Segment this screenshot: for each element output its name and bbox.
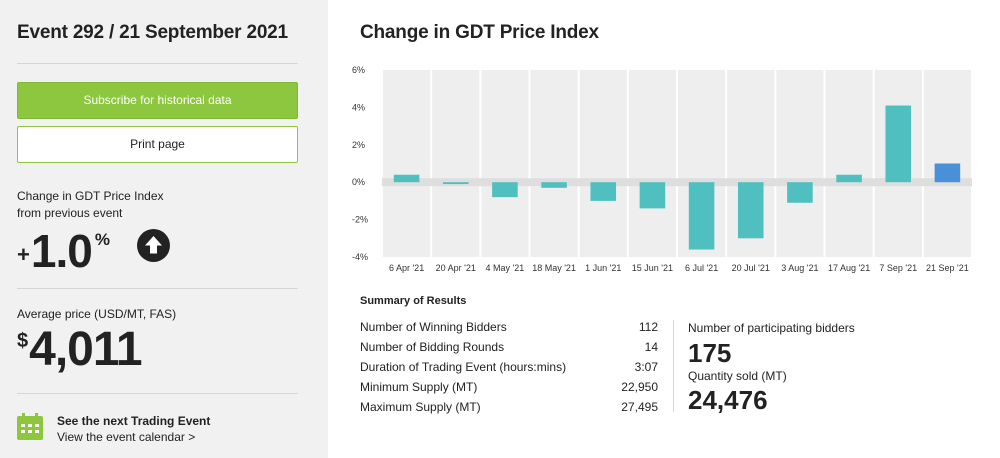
- summary-row-label: Maximum Supply (MT): [360, 400, 481, 414]
- currency-symbol: $: [17, 330, 29, 352]
- chart-bar: [393, 174, 420, 183]
- change-value: + 1.0 %: [17, 228, 110, 276]
- chart-column-background: [432, 70, 480, 257]
- x-tick-label: 18 May '21: [532, 263, 576, 273]
- chart-column-background: [481, 70, 529, 257]
- sidebar: Event 292 / 21 September 2021 Subscribe …: [0, 0, 328, 458]
- chart-column-background: [530, 70, 578, 257]
- divider: [17, 393, 298, 394]
- summary-row-label: Number of Bidding Rounds: [360, 340, 505, 354]
- chart-column-background: [825, 70, 873, 257]
- chart-column-background: [579, 70, 627, 257]
- zero-band: [382, 178, 972, 187]
- chart-bar: [934, 163, 961, 183]
- change-label: Change in GDT Price Index from previous …: [17, 188, 164, 222]
- x-tick-label: 20 Apr '21: [436, 263, 476, 273]
- summary-row: Minimum Supply (MT) 22,950: [360, 380, 658, 400]
- x-tick-label: 6 Jul '21: [685, 263, 718, 273]
- summary-row: Duration of Trading Event (hours:mins) 3:…: [360, 360, 658, 380]
- calendar-icon: [17, 413, 43, 440]
- chart-bar: [639, 182, 666, 209]
- chart-bar: [442, 182, 469, 185]
- summary-row-label: Number of Winning Bidders: [360, 320, 507, 334]
- divider: [17, 288, 298, 289]
- x-tick-label: 4 May '21: [486, 263, 525, 273]
- y-tick-label: -2%: [352, 215, 368, 225]
- change-number: 1.0: [30, 225, 93, 277]
- chart-bar: [836, 174, 862, 183]
- x-tick-label: 17 Aug '21: [828, 263, 870, 273]
- change-unit: %: [94, 230, 110, 249]
- x-tick-label: 21 Sep '21: [926, 263, 969, 273]
- print-page-button[interactable]: Print page: [17, 126, 298, 163]
- summary-row: Number of Winning Bidders 112: [360, 320, 658, 340]
- y-tick-label: 6%: [352, 65, 365, 75]
- summary-row-label: Duration of Trading Event (hours:mins): [360, 360, 567, 374]
- y-tick-label: 0%: [352, 177, 365, 187]
- summary-row-label: Minimum Supply (MT): [360, 380, 478, 394]
- event-calendar-link[interactable]: View the event calendar >: [57, 430, 196, 444]
- divider: [673, 320, 674, 412]
- chart-column-background: [628, 70, 676, 257]
- summary-row-value: 112: [638, 320, 658, 334]
- chart-title: Change in GDT Price Index: [360, 22, 599, 43]
- average-price-value: $ 4,011: [17, 323, 143, 376]
- summary-row-value: 3:07: [634, 360, 658, 374]
- chart-bar: [492, 182, 518, 198]
- quantity-sold-label: Quantity sold (MT): [688, 369, 787, 383]
- average-price-number: 4,011: [29, 323, 142, 376]
- x-tick-label: 20 Jul '21: [732, 263, 770, 273]
- x-tick-label: 15 Jun '21: [632, 263, 673, 273]
- event-title: Event 292 / 21 September 2021: [17, 22, 288, 43]
- arrow-up-circle-icon: [137, 229, 170, 262]
- y-tick-label: -4%: [352, 252, 368, 262]
- chart-bar: [737, 182, 764, 239]
- summary-row: Number of Bidding Rounds 14: [360, 340, 658, 360]
- chart-bar: [688, 182, 715, 250]
- chart-column-background: [776, 70, 824, 257]
- x-tick-label: 1 Jun '21: [585, 263, 621, 273]
- participating-bidders-value: 175: [688, 338, 732, 368]
- summary-row: Maximum Supply (MT) 27,495: [360, 400, 658, 420]
- summary-title: Summary of Results: [360, 295, 467, 307]
- x-tick-label: 6 Apr '21: [389, 263, 424, 273]
- chart-bar: [885, 105, 912, 183]
- chart-bar: [590, 182, 617, 201]
- summary-table: Number of Winning Bidders 112 Number of Bi…: [360, 320, 658, 420]
- summary-row-value: 22,950: [621, 380, 658, 394]
- next-event-title: See the next Trading Event: [57, 414, 211, 428]
- change-label-line1: Change in GDT Price Index: [17, 189, 164, 203]
- participating-bidders-label: Number of participating bidders: [688, 321, 855, 335]
- subscribe-button[interactable]: Subscribe for historical data: [17, 82, 298, 119]
- chart-column-background: [383, 70, 431, 257]
- summary-row-value: 27,495: [621, 400, 658, 414]
- summary-row-value: 14: [644, 340, 658, 354]
- divider: [17, 63, 298, 64]
- y-tick-label: 4%: [352, 102, 365, 112]
- quantity-sold-value: 24,476: [688, 385, 768, 415]
- chart-bar: [787, 182, 813, 203]
- chart-bar: [541, 182, 567, 188]
- y-tick-label: 2%: [352, 140, 365, 150]
- price-index-chart: -4% -2% 0% 2% 4% 6% 6 Apr '21 20 Apr '21 4 May '…: [352, 65, 972, 273]
- change-label-line2: from previous event: [17, 206, 123, 220]
- x-tick-label: 3 Aug '21: [781, 263, 818, 273]
- x-tick-label: 7 Sep '21: [879, 263, 917, 273]
- average-price-label: Average price (USD/MT, FAS): [17, 307, 177, 321]
- change-sign: +: [17, 242, 30, 267]
